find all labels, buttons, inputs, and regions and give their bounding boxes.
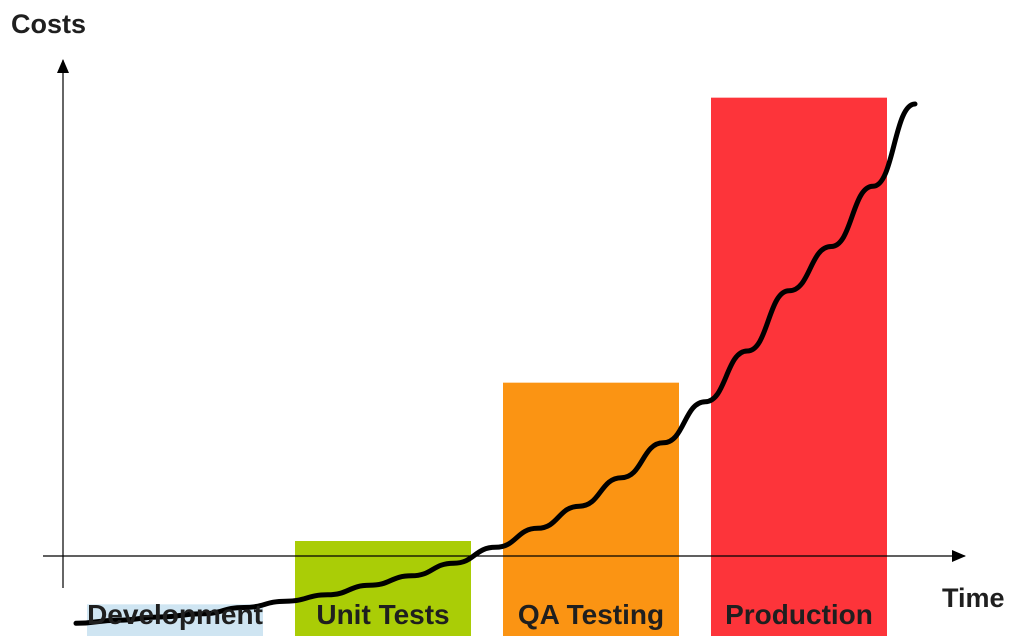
category-labels: Development Unit Tests QA Testing Productio…	[87, 599, 873, 630]
category-label-development: Development	[87, 599, 263, 630]
cost-trend-curve	[73, 101, 918, 626]
bar-unit-tests	[295, 541, 471, 636]
y-axis-label: Costs	[11, 9, 86, 39]
category-label-unit-tests: Unit Tests	[316, 599, 449, 630]
bar-qa-testing	[503, 382, 679, 636]
bar-production	[711, 97, 887, 636]
category-label-production: Production	[725, 599, 873, 630]
bars-group	[87, 97, 887, 636]
category-label-qa-testing: QA Testing	[518, 599, 664, 630]
x-axis-label: Time	[942, 583, 1005, 613]
